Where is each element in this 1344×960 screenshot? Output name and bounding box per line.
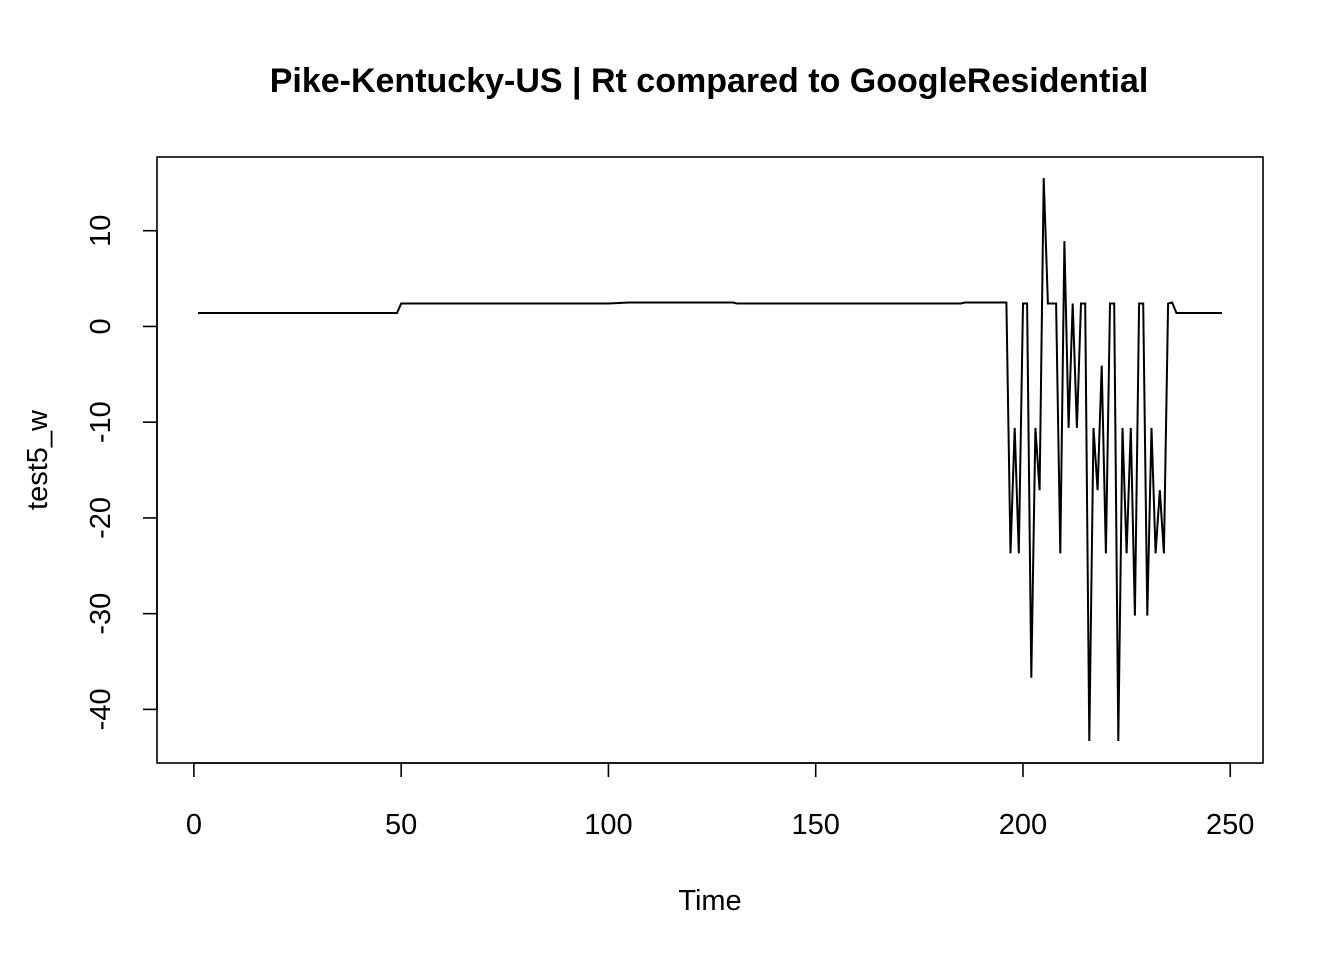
x-tick-label: 200 bbox=[999, 809, 1047, 841]
plot-frame bbox=[156, 156, 1264, 764]
series-line bbox=[198, 178, 1222, 742]
x-tick-label: 100 bbox=[584, 809, 632, 841]
y-tick-label: 10 bbox=[85, 215, 117, 247]
x-axis-label: Time bbox=[678, 885, 741, 917]
x-tick-label: 0 bbox=[186, 809, 202, 841]
y-tick-label: -20 bbox=[85, 497, 117, 539]
x-axis: 0 50 100 150 200 250 bbox=[186, 762, 1254, 841]
x-tick-label: 150 bbox=[792, 809, 840, 841]
x-tick-label: 50 bbox=[385, 809, 417, 841]
y-tick-label: -30 bbox=[85, 593, 117, 635]
chart-title: Pike-Kentucky-US | Rt compared to Google… bbox=[270, 62, 1149, 100]
series-layer bbox=[198, 178, 1222, 742]
y-axis-label: test5_w bbox=[22, 409, 54, 510]
x-tick-label: 250 bbox=[1206, 809, 1254, 841]
y-axis: -40 -30 -20 -10 0 10 bbox=[85, 215, 158, 730]
y-tick-label: -10 bbox=[85, 401, 117, 443]
y-tick-label: 0 bbox=[85, 318, 117, 334]
y-tick-label: -40 bbox=[85, 688, 117, 730]
